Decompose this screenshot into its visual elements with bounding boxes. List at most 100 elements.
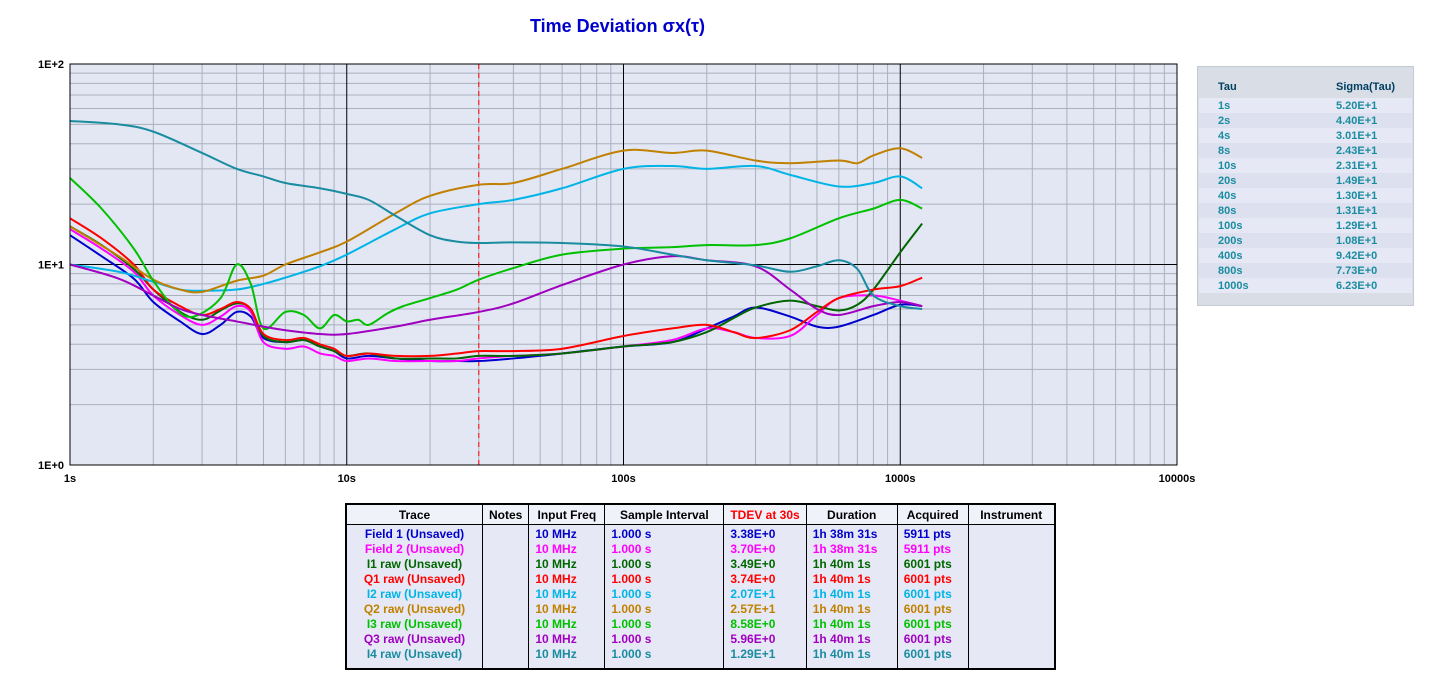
tau-header: Tau bbox=[1218, 81, 1237, 93]
cell-input-freq: 10 MHz bbox=[528, 524, 606, 542]
tau-row: 4s 3.01E+1 bbox=[1199, 128, 1412, 143]
cell-instrument bbox=[968, 572, 1054, 587]
cell-trace: I4 raw (Unsaved) bbox=[347, 647, 483, 668]
cell-acquired: 6001 pts bbox=[897, 632, 969, 647]
cell-notes bbox=[482, 587, 530, 602]
cell-instrument bbox=[968, 647, 1054, 668]
cell-acquired: 5911 pts bbox=[897, 542, 969, 557]
cell-instrument bbox=[968, 587, 1054, 602]
y-tick-label: 1E+1 bbox=[38, 260, 64, 272]
y-tick-label: 1E+2 bbox=[38, 59, 64, 71]
x-tick-label: 100s bbox=[611, 473, 635, 485]
cell-input-freq: 10 MHz bbox=[528, 572, 606, 587]
tau-sigma-panel: Tau Sigma(Tau) 1s 5.20E+1 2s 4.40E+1 4s 3.01E… bbox=[1197, 66, 1414, 306]
sigma-value: 1.31E+1 bbox=[1318, 203, 1412, 218]
cell-trace: I2 raw (Unsaved) bbox=[347, 587, 483, 602]
cell-trace: Q1 raw (Unsaved) bbox=[347, 572, 483, 587]
tau-row: 1s 5.20E+1 bbox=[1199, 98, 1412, 113]
trace-row[interactable]: I4 raw (Unsaved) 10 MHz 1.000 s 1.29E+1 1h 4… bbox=[347, 647, 1054, 668]
trace-row[interactable]: I2 raw (Unsaved) 10 MHz 1.000 s 2.07E+1 1h 4… bbox=[347, 587, 1054, 602]
series-line bbox=[69, 164, 923, 292]
sigma-value: 1.30E+1 bbox=[1318, 188, 1412, 203]
tau-value: 80s bbox=[1199, 203, 1318, 218]
trace-row[interactable]: Field 1 (Unsaved) 10 MHz 1.000 s 3.38E+0 1h … bbox=[347, 524, 1054, 543]
trace-row[interactable]: I3 raw (Unsaved) 10 MHz 1.000 s 8.58E+0 1h 4… bbox=[347, 617, 1054, 632]
series-line bbox=[69, 119, 923, 310]
cell-sample-interval: 1.000 s bbox=[604, 632, 725, 647]
trace-row[interactable]: Q1 raw (Unsaved) 10 MHz 1.000 s 3.74E+0 1h 4… bbox=[347, 572, 1054, 587]
cell-instrument bbox=[968, 557, 1054, 572]
tau-row: 2s 4.40E+1 bbox=[1199, 113, 1412, 128]
tau-row: 8s 2.43E+1 bbox=[1199, 143, 1412, 158]
cell-acquired: 6001 pts bbox=[897, 557, 969, 572]
cell-acquired: 6001 pts bbox=[897, 572, 969, 587]
sigma-value: 2.43E+1 bbox=[1318, 143, 1412, 158]
tau-row: 200s 1.08E+1 bbox=[1199, 233, 1412, 248]
trace-row[interactable]: Q2 raw (Unsaved) 10 MHz 1.000 s 2.57E+1 1h 4… bbox=[347, 602, 1054, 617]
cell-input-freq: 10 MHz bbox=[528, 647, 606, 668]
cell-tdev-30s: 8.58E+0 bbox=[723, 617, 807, 632]
cell-sample-interval: 1.000 s bbox=[604, 602, 725, 617]
series-line bbox=[69, 255, 923, 336]
header-tdev-30s: TDEV at 30s bbox=[723, 505, 807, 525]
header-instrument: Instrument bbox=[968, 505, 1054, 525]
trace-row[interactable]: Field 2 (Unsaved) 10 MHz 1.000 s 3.70E+0 1h … bbox=[347, 542, 1054, 557]
tau-value: 800s bbox=[1199, 263, 1318, 278]
cell-input-freq: 10 MHz bbox=[528, 632, 606, 647]
tau-row: 400s 9.42E+0 bbox=[1199, 248, 1412, 263]
cell-sample-interval: 1.000 s bbox=[604, 524, 725, 542]
cell-tdev-30s: 5.96E+0 bbox=[723, 632, 807, 647]
series-line bbox=[69, 177, 923, 331]
cell-tdev-30s: 3.74E+0 bbox=[723, 572, 807, 587]
tau-value: 4s bbox=[1199, 128, 1318, 143]
cell-input-freq: 10 MHz bbox=[528, 587, 606, 602]
sigma-header: Sigma(Tau) bbox=[1336, 81, 1396, 93]
tau-row: 80s 1.31E+1 bbox=[1199, 203, 1412, 218]
trace-row[interactable]: Q3 raw (Unsaved) 10 MHz 1.000 s 5.96E+0 1h 4… bbox=[347, 632, 1054, 647]
sigma-value: 9.42E+0 bbox=[1318, 248, 1412, 263]
cell-instrument bbox=[968, 617, 1054, 632]
cell-instrument bbox=[968, 542, 1054, 557]
sigma-value: 4.40E+1 bbox=[1318, 113, 1412, 128]
cell-tdev-30s: 2.57E+1 bbox=[723, 602, 807, 617]
header-notes: Notes bbox=[482, 505, 530, 525]
header-trace: Trace bbox=[347, 505, 483, 525]
tau-value: 10s bbox=[1199, 158, 1318, 173]
cell-notes bbox=[482, 524, 530, 542]
y-tick-label: 1E+0 bbox=[38, 460, 64, 472]
tau-row: 1000s 6.23E+0 bbox=[1199, 278, 1412, 293]
cell-sample-interval: 1.000 s bbox=[604, 647, 725, 668]
cell-trace: I1 raw (Unsaved) bbox=[347, 557, 483, 572]
cell-duration: 1h 40m 1s bbox=[806, 617, 898, 632]
x-tick-label: 1000s bbox=[885, 473, 916, 485]
x-tick-label: 1s bbox=[64, 473, 76, 485]
cell-acquired: 6001 pts bbox=[897, 587, 969, 602]
tau-row: 100s 1.29E+1 bbox=[1199, 218, 1412, 233]
series-line bbox=[69, 147, 923, 294]
cell-notes bbox=[482, 617, 530, 632]
cell-tdev-30s: 3.49E+0 bbox=[723, 557, 807, 572]
cell-tdev-30s: 3.70E+0 bbox=[723, 542, 807, 557]
tdev-plot[interactable]: 1E+2 1E+1 1E+01s 10s 100s 1000s 10000s bbox=[0, 0, 1200, 490]
sigma-value: 6.23E+0 bbox=[1318, 278, 1412, 293]
cell-trace: I3 raw (Unsaved) bbox=[347, 617, 483, 632]
cell-notes bbox=[482, 632, 530, 647]
tau-value: 100s bbox=[1199, 218, 1318, 233]
tau-value: 1000s bbox=[1199, 278, 1318, 293]
cell-duration: 1h 40m 1s bbox=[806, 647, 898, 668]
cell-instrument bbox=[968, 632, 1054, 647]
cell-notes bbox=[482, 557, 530, 572]
header-acquired: Acquired bbox=[897, 505, 969, 525]
cell-notes bbox=[482, 572, 530, 587]
tau-value: 200s bbox=[1199, 233, 1318, 248]
tau-row: 40s 1.30E+1 bbox=[1199, 188, 1412, 203]
tau-value: 40s bbox=[1199, 188, 1318, 203]
sigma-value: 1.08E+1 bbox=[1318, 233, 1412, 248]
cell-duration: 1h 40m 1s bbox=[806, 632, 898, 647]
cell-input-freq: 10 MHz bbox=[528, 557, 606, 572]
cell-duration: 1h 40m 1s bbox=[806, 602, 898, 617]
cell-instrument bbox=[968, 525, 1054, 543]
cell-acquired: 6001 pts bbox=[897, 617, 969, 632]
trace-row[interactable]: I1 raw (Unsaved) 10 MHz 1.000 s 3.49E+0 1h 4… bbox=[347, 557, 1054, 572]
plot-frame bbox=[69, 63, 1178, 466]
